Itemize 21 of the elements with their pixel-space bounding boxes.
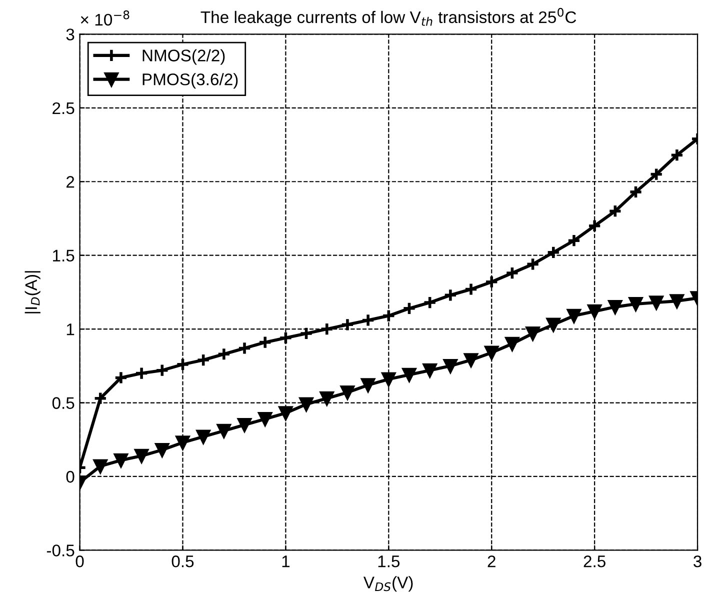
x-tick-label: 0 <box>76 556 84 568</box>
x-tick-label: 2 <box>488 556 496 568</box>
x-tick-label: 2.5 <box>584 556 606 568</box>
x-axis-title: V$_{DS}$(V) <box>363 576 413 592</box>
y-tick-label: 1.5 <box>53 250 74 262</box>
y-tick-label: 3 <box>66 28 74 40</box>
x-tick-label: 3 <box>694 556 702 568</box>
y-tick-label: 0.5 <box>52 397 74 409</box>
chart-title: The leakage currents of low V$_{th}$ transistors at 25$^{0}$C <box>200 8 576 26</box>
y-tick-label: -0.5 <box>46 544 74 556</box>
legend-label: NMOS(2/2) <box>142 49 225 65</box>
x-tick-label: 1.5 <box>378 556 400 568</box>
y-tick-label: 0 <box>66 470 74 483</box>
x-tick-label: 0.5 <box>172 556 194 568</box>
x-tick-label: 1 <box>282 556 290 568</box>
y-tick-label: 1 <box>66 324 74 336</box>
y-tick-label: 2.5 <box>52 102 74 114</box>
y-axis-title: |I$_{D}$(A)| <box>24 271 40 314</box>
legend-label: PMOS(3.6/2) <box>142 73 238 89</box>
y-tick-label: 2 <box>66 176 74 188</box>
text: × 10$^{−8}$ <box>80 10 130 26</box>
